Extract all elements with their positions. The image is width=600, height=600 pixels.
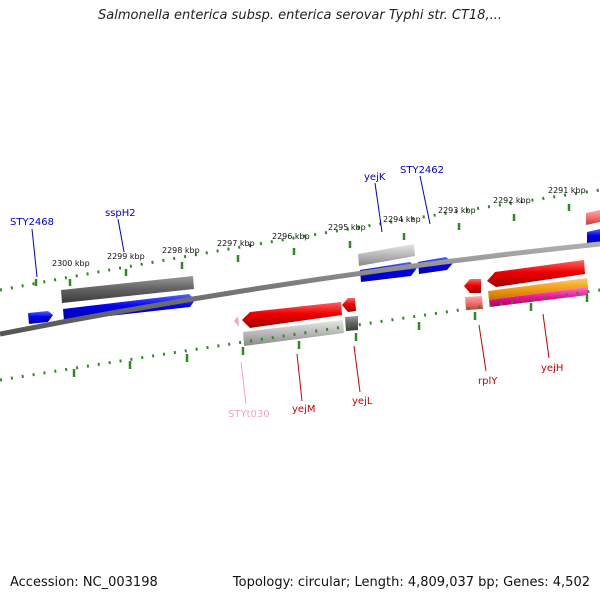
outer-scale-ticks [34,204,571,286]
label-leader-lines [31,175,550,405]
gene-edge-pink[interactable] [586,210,600,225]
leader-sty2468 [31,228,38,278]
gene-label-rply[interactable]: rplY [478,376,498,387]
leader-yejh [542,313,550,359]
leader-rply [478,324,487,372]
leader-ssph2 [117,218,125,253]
genome-backbone [0,241,600,337]
accession-label: Accession: NC_003198 [10,575,158,590]
gene-feature-gray[interactable] [61,276,194,303]
scale-label: 2300 kbp [52,259,90,268]
scale-labels: 2300 kbp 2299 kbp 2298 kbp 2297 kbp 2296… [52,186,586,268]
scale-label: 2298 kbp [162,246,200,255]
gene-label-sty2462[interactable]: STY2462 [400,165,444,176]
gene-edge-blue[interactable] [587,229,600,244]
gene-yejh-feature-magenta[interactable] [489,287,588,307]
gene-label-ssph2[interactable]: sspH2 [105,208,136,219]
gene-styt030[interactable] [234,316,239,327]
scale-label: 2292 kbp [493,196,531,205]
scale-label: 2293 kbp [438,206,476,215]
scale-label: 2299 kbp [107,252,145,261]
reverse-features [234,260,588,346]
scale-label: 2291 kbp [548,186,586,195]
leader-yejl [353,345,361,393]
gene-label-yejh[interactable]: yejH [541,363,563,374]
gene-yejk-feature[interactable] [358,244,415,266]
gene-label-styt030[interactable]: STYt030 [228,409,270,420]
leader-yejm [296,353,303,402]
scale-label: 2295 kbp [328,223,366,232]
gene-sty2468[interactable] [28,311,53,324]
gene-labels: STY2468 sspH2 yejK STY2462 STYt030 yejM … [10,165,563,420]
gene-label-yejl[interactable]: yejL [352,396,373,407]
gene-yejm[interactable] [242,302,342,328]
leader-styt030 [240,361,247,405]
gene-label-sty2468[interactable]: STY2468 [10,217,54,228]
map-title: Salmonella enterica subsp. enterica sero… [98,8,502,23]
gene-label-yejm[interactable]: yejM [292,404,315,415]
leader-sty2462 [419,175,431,225]
gene-yejl[interactable] [342,298,356,312]
gene-yejh-feature-orange[interactable] [488,278,588,300]
scale-label: 2294 kbp [383,215,421,224]
scale-label: 2296 kbp [272,232,310,241]
gene-rply[interactable] [464,279,481,293]
topology-label: Topology: circular; Length: 4,809,037 bp… [232,575,590,590]
leader-yejk [374,182,383,233]
gene-label-yejk[interactable]: yejK [364,172,386,183]
scale-label: 2297 kbp [217,239,255,248]
gene-yejh[interactable] [487,260,585,287]
gene-yejl-feature[interactable] [345,316,358,331]
inner-scale-ticks [72,294,589,377]
